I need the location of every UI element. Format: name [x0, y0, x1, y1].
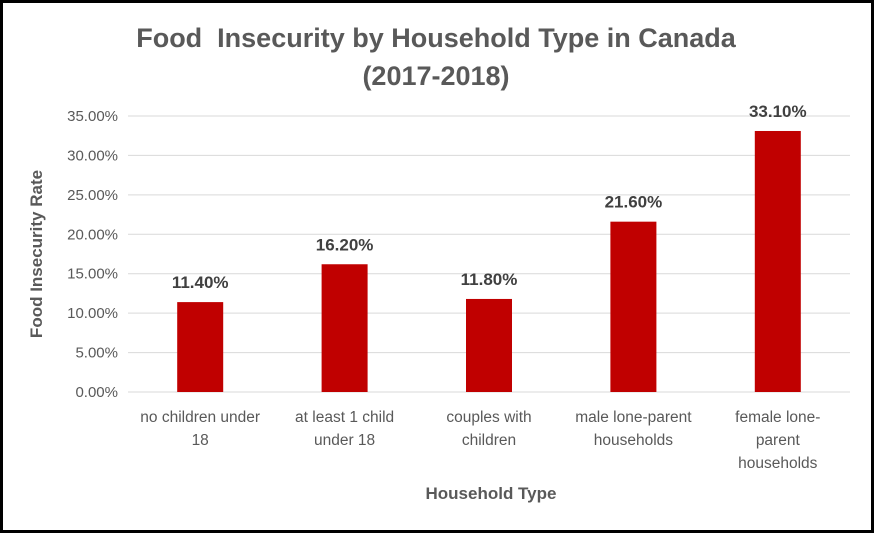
data-label: 33.10% — [749, 102, 807, 121]
y-tick-label: 10.00% — [67, 305, 118, 322]
y-tick-label: 35.00% — [67, 108, 118, 125]
x-tick-label: at least 1 child — [295, 409, 394, 426]
x-axis-title: Household Type — [426, 484, 557, 503]
y-axis-title: Food Insecurity Rate — [27, 170, 46, 338]
data-label: 21.60% — [605, 193, 663, 212]
x-tick-label: children — [462, 432, 516, 449]
data-label: 11.80% — [461, 270, 518, 289]
x-tick-label: parent — [756, 432, 801, 449]
y-tick-label: 30.00% — [67, 147, 118, 164]
data-label: 11.40% — [172, 273, 229, 292]
x-tick-label: households — [738, 455, 818, 472]
bar — [610, 221, 657, 392]
bar — [466, 298, 512, 392]
bar — [754, 130, 801, 392]
x-tick-label: under 18 — [314, 432, 375, 449]
x-tick-label: no children under — [140, 409, 260, 426]
chart-title-line: (2017-2018) — [362, 61, 509, 91]
y-tick-label: 5.00% — [75, 345, 118, 362]
x-tick-label: households — [594, 432, 674, 449]
y-tick-label: 15.00% — [67, 266, 118, 283]
bar-chart: Food Insecurity by Household Type in Can… — [27, 23, 850, 503]
y-tick-label: 20.00% — [67, 226, 118, 243]
bar — [321, 264, 368, 392]
x-tick-label: male lone-parent — [575, 409, 692, 426]
x-tick-label: female lone- — [735, 409, 820, 426]
chart-title-line: Food Insecurity by Household Type in Can… — [136, 23, 737, 53]
data-label: 16.20% — [316, 235, 374, 254]
x-tick-label: couples with — [446, 409, 531, 426]
y-tick-label: 0.00% — [75, 384, 118, 401]
x-tick-label: 18 — [192, 432, 209, 449]
y-tick-label: 25.00% — [67, 187, 118, 204]
bar — [177, 302, 224, 392]
